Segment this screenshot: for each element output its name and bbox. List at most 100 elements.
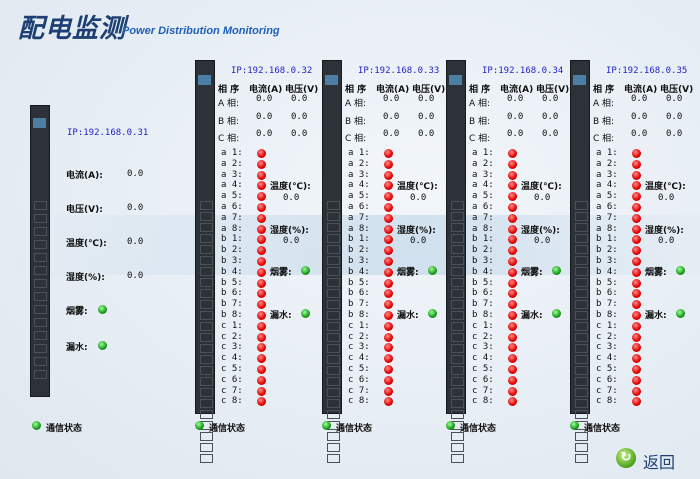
- socket: [575, 212, 588, 221]
- refresh-arrow-icon[interactable]: ↻: [616, 448, 636, 468]
- outlet-status-icon: [632, 278, 641, 288]
- humidity-value: 0.0: [283, 236, 300, 246]
- socket: [200, 223, 213, 232]
- pdu-ip: IP:192.168.0.32: [231, 66, 313, 76]
- phase-current: 0.0: [256, 94, 273, 104]
- temperature-label: 温度(℃):: [645, 182, 686, 192]
- smoke-label: 烟雾:: [66, 307, 88, 317]
- outlet-status-icon: [632, 311, 641, 320]
- outlet-label: c 5:: [596, 364, 618, 374]
- outlet-status-icon: [632, 397, 641, 407]
- socket: [575, 388, 588, 397]
- phase-voltage: 0.0: [291, 94, 308, 104]
- socket: [451, 355, 464, 364]
- phase-label: B 相:: [469, 117, 491, 127]
- outlet-label: c 8:: [596, 396, 618, 407]
- voltage-header: 电压(V): [412, 85, 446, 95]
- phase-voltage: 0.0: [666, 94, 683, 104]
- display: [198, 75, 211, 85]
- outlet-label: c 2:: [596, 331, 618, 342]
- outlet-status-icon: [508, 365, 517, 374]
- pdu-ip: IP:192.168.0.34: [482, 66, 564, 76]
- outlet-status-icon: [508, 170, 517, 180]
- page-subtitle: Power Distribution Monitoring: [122, 25, 280, 37]
- outlet-status-icon: [257, 375, 266, 385]
- outlet-status-icon: [508, 386, 517, 396]
- outlet-label: b 5:: [221, 277, 243, 288]
- socket: [451, 333, 464, 342]
- socket: [575, 366, 588, 375]
- socket: [34, 201, 47, 210]
- temperature-label: 温度(℃):: [521, 182, 562, 192]
- leak-label: 漏水:: [645, 311, 667, 321]
- outlet-status-icon: [508, 375, 517, 385]
- socket: [200, 267, 213, 276]
- socket: [327, 300, 340, 309]
- socket: [34, 357, 47, 366]
- socket: [575, 443, 588, 452]
- outlet-status-icon: [257, 365, 266, 374]
- outlet-status-icon: [384, 267, 393, 277]
- phase-current: 0.0: [383, 112, 400, 122]
- socket: [200, 443, 213, 452]
- outlet-status-icon: [384, 203, 393, 212]
- socket: [451, 432, 464, 441]
- comm-status-icon: [32, 421, 41, 430]
- phase-label: C 相:: [593, 134, 615, 144]
- outlet-label: b 6:: [221, 288, 243, 299]
- outlet-label: c 7:: [348, 385, 370, 396]
- outlet-label: b 3:: [348, 256, 370, 266]
- outlet-status-icon: [508, 192, 517, 202]
- outlet-label: a 4:: [596, 180, 618, 191]
- socket: [34, 253, 47, 262]
- comm-status-icon: [195, 421, 204, 430]
- comm-status-icon: [322, 421, 331, 430]
- leak-label: 漏水:: [397, 311, 419, 321]
- humidity-label: 湿度(%):: [521, 226, 560, 236]
- phase-voltage: 0.0: [666, 129, 683, 139]
- phase-label: A 相:: [593, 99, 615, 109]
- outlet-label: b 3:: [221, 256, 243, 266]
- outlet-status-icon: [384, 397, 393, 407]
- outlet-label: b 6:: [472, 288, 494, 299]
- display: [573, 75, 586, 85]
- outlet-status-icon: [632, 365, 641, 374]
- outlet-status-icon: [632, 257, 641, 266]
- socket: [200, 322, 213, 331]
- leak-status-icon: [428, 309, 437, 318]
- socket: [200, 454, 213, 463]
- socket: [575, 410, 588, 419]
- socket: [327, 212, 340, 221]
- phase-current: 0.0: [383, 94, 400, 104]
- temperature-label: 温度(℃):: [66, 239, 107, 249]
- socket: [200, 432, 213, 441]
- outlet-status-icon: [632, 289, 641, 299]
- outlet-status-icon: [632, 321, 641, 331]
- pdu-strip-image: [446, 60, 466, 463]
- socket: [451, 234, 464, 243]
- current-header: 电流(A): [376, 85, 410, 95]
- outlet-status-icon: [257, 246, 266, 256]
- socket: [575, 201, 588, 210]
- smoke-label: 烟雾:: [397, 268, 419, 278]
- outlet-label: b 2:: [472, 245, 494, 256]
- outlet-label: b 5:: [596, 277, 618, 288]
- temperature-value: 0.0: [658, 193, 675, 203]
- outlet-status-icon: [508, 343, 517, 353]
- outlet-label: a 8:: [221, 223, 243, 234]
- outlet-label: a 4:: [221, 180, 243, 191]
- socket: [451, 278, 464, 287]
- outlet-label: a 6:: [472, 202, 494, 212]
- outlet-status-icon: [384, 224, 393, 234]
- outlet-label: a 7:: [221, 212, 243, 223]
- back-button[interactable]: 返回: [643, 453, 676, 472]
- socket: [575, 355, 588, 364]
- socket: [200, 289, 213, 298]
- socket: [451, 377, 464, 386]
- socket: [34, 331, 47, 340]
- phase-current: 0.0: [383, 129, 400, 139]
- outlet-status-icon: [632, 375, 641, 385]
- phase-label: C 相:: [469, 134, 491, 144]
- socket: [575, 399, 588, 408]
- phase-header: 相 序: [469, 85, 491, 95]
